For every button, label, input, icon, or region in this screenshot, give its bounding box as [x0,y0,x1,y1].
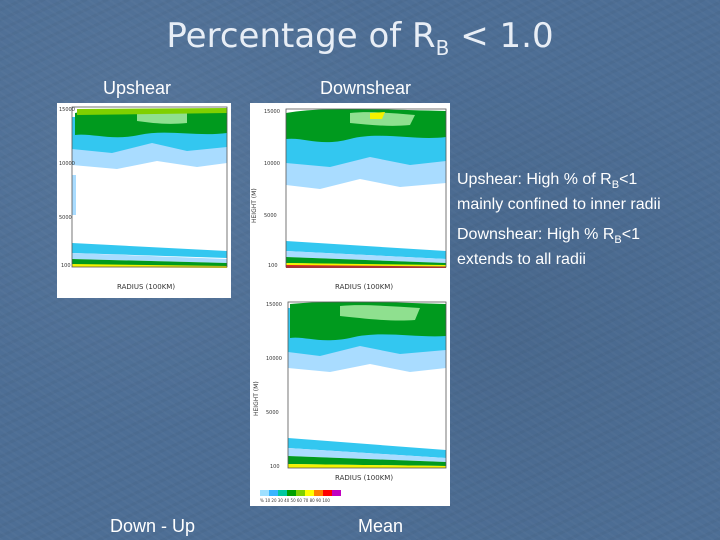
downshear-note: Downshear: High % RB<1 extends to all ra… [457,226,640,269]
y-tick: 15000 [266,302,282,308]
colorbar-swatch [323,490,332,496]
y-tick: 100 [61,263,71,269]
y-axis-label: HEIGHT (M) [251,188,258,223]
x-axis-label: RADIUS (100KM) [335,474,393,482]
x-axis-label: RADIUS (100KM) [117,283,175,291]
upshear-label: Upshear [103,78,172,98]
slide-title: Percentage of RB < 1.0 [166,16,554,60]
colorbar-swatch [314,490,323,496]
down-up-label: Down - Up [110,516,196,536]
y-tick: 10000 [264,161,280,167]
colorbar-label: % 10 20 30 40 50 60 70 80 90 100 [260,498,330,503]
mean-label: Mean [358,516,404,536]
colorbar-swatch [332,490,341,496]
y-tick: 15000 [59,107,75,113]
colorbar-swatch [278,490,287,496]
mean-contour-plot: HEIGHT (M) 15000 10000 5000 100 RADIUS (… [250,298,450,506]
y-tick: 5000 [266,410,279,416]
colorbar [260,490,341,496]
x-axis-label: RADIUS (100KM) [335,283,393,291]
y-tick: 5000 [264,213,277,219]
downshear-label: Downshear [320,78,412,98]
colorbar-swatch [260,490,269,496]
y-tick: 15000 [264,109,280,115]
upshear-note: Upshear: High % of RB<1 mainly confined … [457,171,661,214]
colorbar-swatch [296,490,305,496]
y-tick: 100 [268,263,278,269]
y-tick: 10000 [266,356,282,362]
y-tick: 10000 [59,161,75,167]
y-tick: 5000 [59,215,72,221]
y-tick: 100 [270,464,280,470]
y-axis-label: HEIGHT (M) [253,381,260,416]
downshear-contour-plot: HEIGHT (M) 15000 10000 5000 100 RADIUS (… [250,103,450,298]
colorbar-swatch [287,490,296,496]
colorbar-swatch [269,490,278,496]
colorbar-swatch [305,490,314,496]
upshear-contour-plot: 15000 10000 5000 100 RADIUS (100KM) [57,103,231,298]
